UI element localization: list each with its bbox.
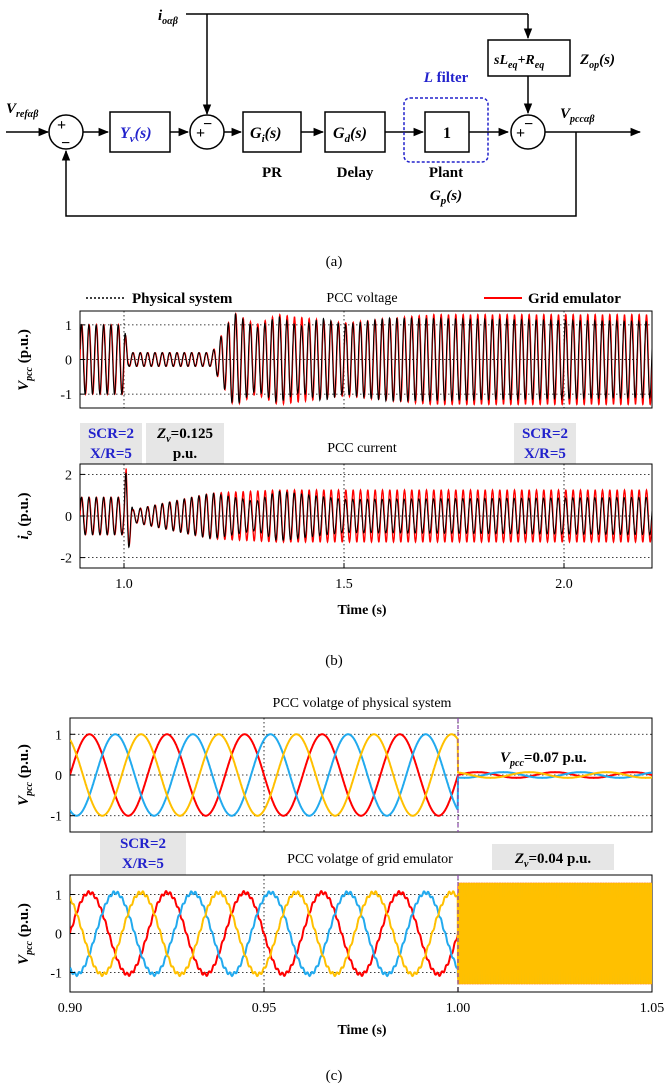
output-label: Vpccαβ [560,106,595,125]
c-top-ylabel: Vpcc (p.u.) [16,744,35,806]
svg-text:Gd(s): Gd(s) [333,125,367,145]
svg-text:+: + [57,117,66,134]
b-ann-xr-left: X/R=5 [90,446,132,462]
b-top-ylabel: Vpcc (p.u.) [16,329,35,391]
c-bottom-title: PCC volatge of grid emulator [287,852,453,867]
b-ann-zv-bg [146,423,224,465]
c-top-ytick-label: 1 [55,728,62,743]
yv-block [109,111,171,153]
c-top-title: PCC volatge of physical system [273,696,452,711]
svg-text:Yv(s): Yv(s) [120,125,152,145]
legend-emulator-text: Grid emulator [528,291,621,307]
plant-label: Plant [429,165,463,181]
gp-label: Gp(s) [430,188,462,207]
b-top-title: PCC voltage [326,291,397,306]
c-ann-zv: Zv=0.04 p.u. [514,851,592,870]
c-bot-xtick-label: 0.90 [58,1001,83,1016]
c-top-ytick-label: 0 [55,769,62,784]
c-top-series-phase-c [70,733,652,817]
b-bot-xtick-label: 2.0 [555,577,573,592]
ref-label: Vrefαβ [6,101,39,120]
svg-text:sLeq+Req: sLeq+Req [493,53,544,71]
b-ann-right-bg [514,423,576,465]
b-bot-ytick-label: 2 [65,468,72,483]
gi-block [242,111,302,153]
c-ann-zv-bg [492,844,614,870]
b-ann-zv: Zv=0.125 [156,426,213,445]
l-filter-box [403,97,489,163]
c-ann-scr: SCR=2 [120,836,166,852]
c-ann-xr: X/R=5 [122,856,164,872]
svg-text:−: − [61,135,70,152]
c-xlabel: Time (s) [337,1023,386,1038]
b-ann-left-bg [80,423,142,465]
c-bottom-ylabel: Vpcc (p.u.) [16,903,35,965]
c-bot-xtick-label: 0.95 [252,1001,277,1016]
panel-b: Physical system PCC voltage Grid emulato… [16,291,653,669]
c-bot-xtick-label: 1.05 [640,1001,665,1016]
c-bot-ytick-label: 1 [55,889,62,904]
l-filter-label: L filter [423,70,469,86]
legend-physical-text: Physical system [132,291,233,307]
delay-label: Delay [337,165,374,181]
c-ann-vpcc: Vpcc=0.07 p.u. [500,750,587,769]
caption-b: (b) [325,653,343,669]
c-bot-xtick-label: 1.00 [446,1001,471,1016]
svg-text:+: + [196,125,205,142]
zop-block [487,39,571,77]
svg-text:−: − [203,116,212,133]
c-top-series-phase-a [70,733,652,817]
b-top-ytick-label: 1 [65,319,72,334]
b-ann-zv-unit: p.u. [173,446,197,462]
b-bottom-title: PCC current [327,441,397,456]
svg-text:1: 1 [443,125,451,142]
c-top-ytick-label: -1 [50,810,62,825]
b-xlabel: Time (s) [337,603,386,618]
b-bot-xtick-label: 1.0 [115,577,133,592]
zop-label: Zop(s) [579,52,615,71]
caption-a: (a) [326,254,343,270]
b-ann-scr-right: SCR=2 [522,426,568,442]
caption-c: (c) [326,1068,343,1084]
b-bot-ytick-label: -2 [60,552,72,567]
c-bot-ytick-label: 0 [55,928,62,943]
panel-c: PCC volatge of physical system -1 0 1 Vpcc… [16,696,664,1084]
block-diagram: ioαβ Vrefαβ + − Yv(s) + − Gi(s) PR Gd(s)… [6,8,642,270]
b-bottom-ylabel: io (p.u.) [16,492,35,539]
c-ann-left-bg [100,833,186,875]
svg-text:+: + [516,125,525,142]
b-ann-xr-right: X/R=5 [524,446,566,462]
c-bot-oscillation-region [458,882,652,985]
b-top-ytick-label: -1 [60,388,72,403]
b-bot-ytick-label: 0 [65,510,72,525]
b-top-series-physical-system [80,312,652,404]
b-bot-series-physical-system [80,472,652,549]
b-top-ytick-label: 0 [65,354,72,369]
pr-label: PR [262,165,282,181]
b-ann-scr-left: SCR=2 [88,426,134,442]
b-bot-xtick-label: 1.5 [335,577,353,592]
svg-text:Gi(s): Gi(s) [250,125,282,145]
input-label: ioαβ [158,8,179,27]
svg-text:−: − [524,116,533,133]
c-bot-ytick-label: -1 [50,967,62,982]
